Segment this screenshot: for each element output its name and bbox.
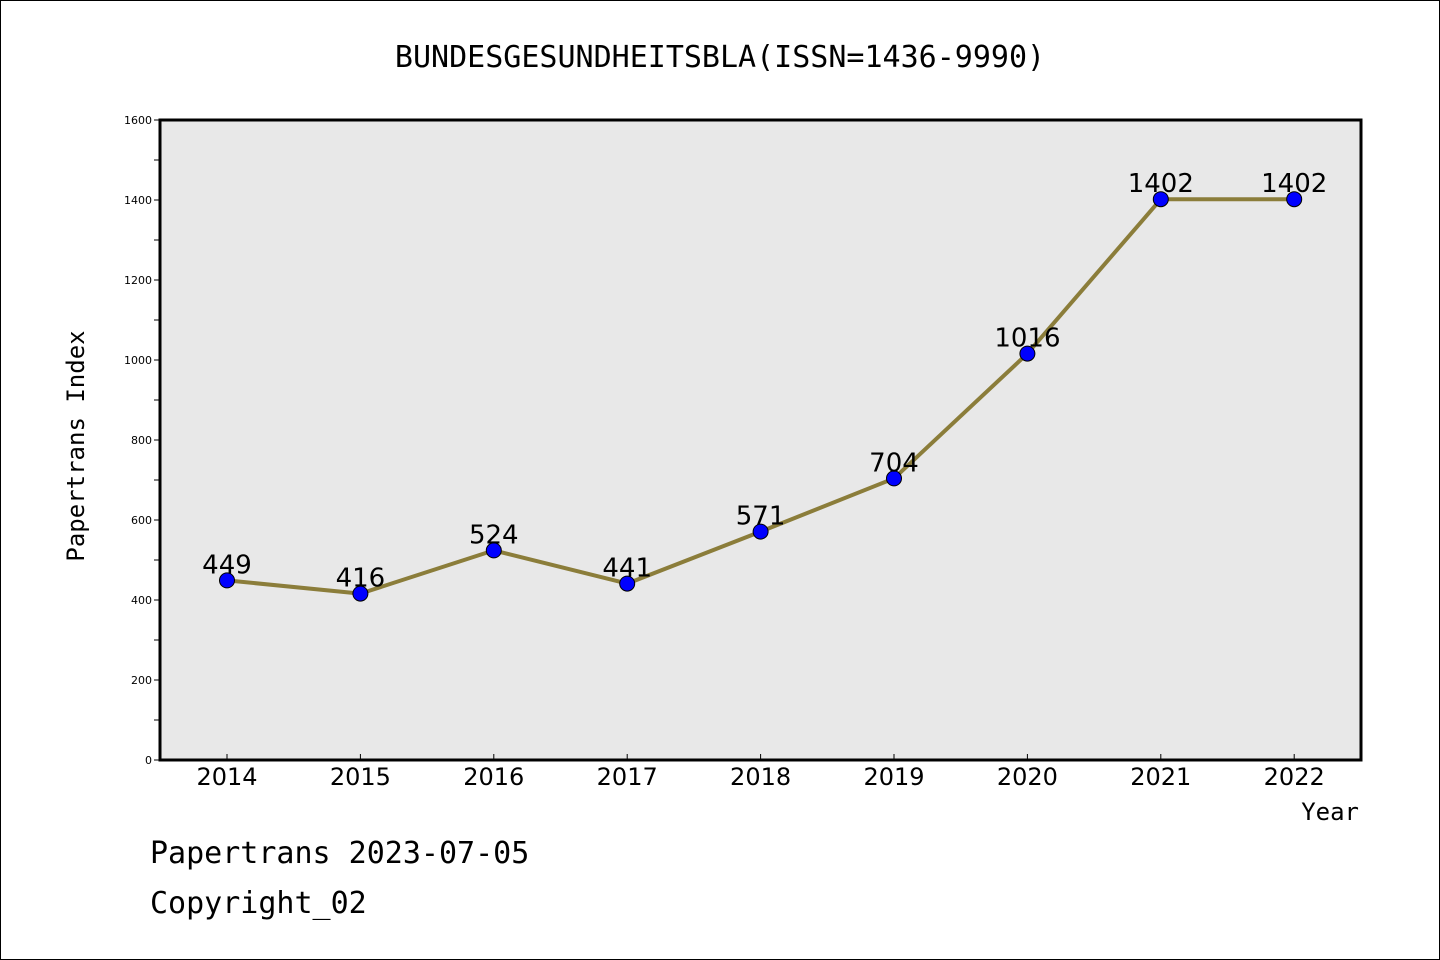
data-point — [485, 542, 502, 559]
data-label: 1016 — [994, 324, 1060, 354]
data-label: 524 — [469, 520, 519, 550]
plot-area — [158, 118, 1363, 762]
x-tick-label: 2017 — [597, 763, 658, 791]
x-tick-label: 2020 — [997, 763, 1058, 791]
y-tick-label: 800 — [131, 434, 152, 447]
data-label: 441 — [602, 554, 652, 584]
data-label: 1402 — [1128, 169, 1194, 199]
x-tick-label: 2015 — [330, 763, 391, 791]
x-tick-label: 2014 — [196, 763, 257, 791]
data-point — [619, 575, 636, 592]
series-group: 449 416 524 441 571 704 1016 1402 1402 — [202, 169, 1327, 602]
footer-copyright: Copyright_02 — [150, 886, 367, 921]
data-point — [752, 523, 769, 540]
y-tick-label: 200 — [131, 674, 152, 687]
data-point — [219, 572, 235, 589]
x-tick-label: 2022 — [1264, 763, 1325, 791]
data-label: 571 — [736, 502, 786, 532]
chart-title: BUNDESGESUNDHEITSBLA(ISSN=1436-9990) — [395, 40, 1045, 75]
data-point — [1286, 191, 1303, 208]
y-tick-label: 1400 — [124, 194, 152, 207]
data-label: 704 — [869, 448, 919, 478]
x-axis-label: Year — [1301, 798, 1359, 826]
data-label: 449 — [202, 550, 252, 580]
y-tick-label: 0 — [145, 754, 152, 767]
x-axis: 2014 2015 2016 2017 2018 2019 2020 2021 2022 — [196, 754, 1325, 791]
data-label: 1402 — [1261, 169, 1327, 199]
x-tick-label: 2016 — [463, 763, 524, 791]
y-tick-label: 600 — [131, 514, 152, 527]
x-tick-label: 2019 — [863, 763, 924, 791]
data-point — [1019, 345, 1036, 362]
y-tick-label: 400 — [131, 594, 152, 607]
y-axis-label: Papertrans Index — [62, 330, 90, 561]
x-tick-label: 2018 — [730, 763, 791, 791]
data-point — [352, 585, 369, 602]
y-tick-label: 1200 — [124, 274, 152, 287]
y-tick-label: 1000 — [124, 354, 152, 367]
data-point — [886, 470, 902, 487]
data-point — [1152, 191, 1169, 208]
y-axis: 0 200 400 600 800 1000 1200 1400 1600 — [124, 114, 160, 767]
footer-date-line: Papertrans 2023-07-05 — [150, 836, 530, 871]
data-label: 416 — [336, 564, 386, 594]
x-tick-label: 2021 — [1130, 763, 1191, 791]
y-tick-label: 1600 — [124, 114, 152, 127]
